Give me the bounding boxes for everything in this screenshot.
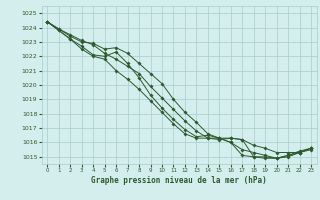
X-axis label: Graphe pression niveau de la mer (hPa): Graphe pression niveau de la mer (hPa) bbox=[91, 176, 267, 185]
